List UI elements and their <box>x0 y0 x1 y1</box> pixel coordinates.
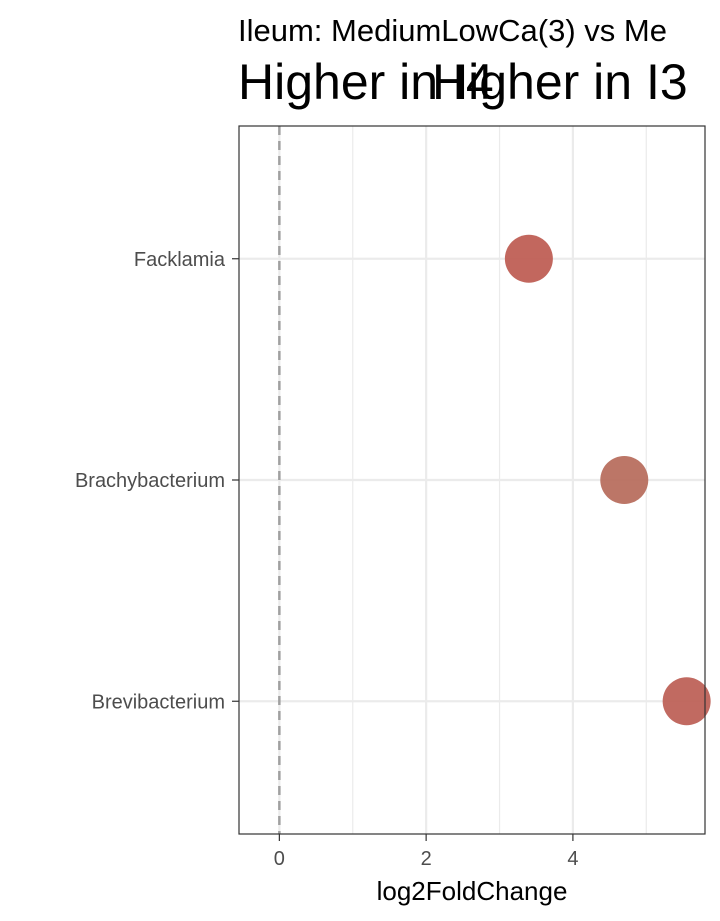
x-tick-label: 4 <box>567 848 578 870</box>
annotation-higher-in-i3: Higher in I3 <box>432 54 688 110</box>
chart-title: Ileum: MediumLowCa(3) vs Me <box>238 13 667 48</box>
points-layer <box>504 234 711 726</box>
data-point <box>662 677 711 726</box>
data-point <box>504 234 553 283</box>
data-point <box>600 456 649 504</box>
x-axis-title: log2FoldChange <box>377 876 568 906</box>
axis-layer: 0 2 4 Facklamia Brachybacterium Brevibacteriu… <box>75 249 579 870</box>
x-tick-label: 2 <box>421 848 432 870</box>
x-tick-label: 0 <box>274 848 285 870</box>
y-tick-label: Brevibacterium <box>92 691 225 713</box>
y-tick-label: Facklamia <box>134 249 226 271</box>
y-tick-label: Brachybacterium <box>75 470 225 492</box>
annotation-higher-in-i4: Higher in I4 <box>238 54 494 110</box>
